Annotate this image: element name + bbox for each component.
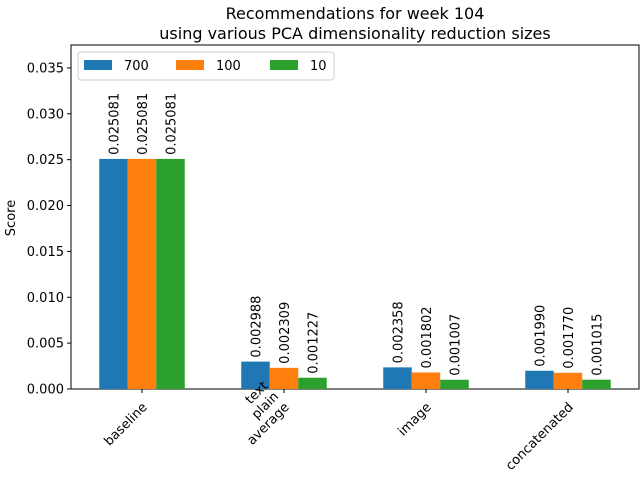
y-tick-label: 0.020 xyxy=(27,199,64,214)
legend-swatch-100 xyxy=(176,60,204,70)
y-tick-label: 0.025 xyxy=(27,153,64,168)
bar-10-2 xyxy=(440,379,469,389)
x-tick-label: baseline xyxy=(102,400,151,449)
bar-700-1 xyxy=(241,361,270,389)
bar-100-2 xyxy=(411,372,441,389)
x-tick-label: concatenated xyxy=(503,400,577,474)
chart-subtitle: using various PCA dimensionality reducti… xyxy=(159,24,550,43)
plot-frame xyxy=(70,44,640,390)
bar-10-3 xyxy=(582,379,611,389)
bar-100-0 xyxy=(127,158,157,389)
legend-box xyxy=(77,51,335,81)
data-label: 0.001015 xyxy=(591,314,606,376)
legend-swatch-10 xyxy=(270,60,298,70)
bar-100-1 xyxy=(269,367,299,389)
legend-label-100: 100 xyxy=(216,59,241,74)
data-label: 0.025081 xyxy=(108,93,123,155)
data-label: 0.001007 xyxy=(449,314,464,376)
bar-700-3 xyxy=(525,370,554,389)
bar-700-0 xyxy=(99,158,128,389)
data-label: 0.025081 xyxy=(165,93,180,155)
bar-10-1 xyxy=(298,377,327,389)
data-label: 0.002358 xyxy=(392,301,407,363)
y-tick-label: 0.030 xyxy=(27,107,64,122)
chart-title: Recommendations for week 104 xyxy=(226,4,485,23)
y-tick-label: 0.010 xyxy=(27,291,64,306)
legend-label-10: 10 xyxy=(310,59,327,74)
y-tick-label: 0.015 xyxy=(27,245,64,260)
x-tick-label: image xyxy=(395,400,434,439)
data-label: 0.002309 xyxy=(278,302,293,364)
bar-700-2 xyxy=(383,367,412,389)
data-label: 0.001770 xyxy=(562,307,577,369)
data-label: 0.001802 xyxy=(420,306,435,368)
data-label: 0.002988 xyxy=(250,296,265,358)
y-tick-label: 0.035 xyxy=(27,61,64,76)
data-label: 0.001227 xyxy=(307,312,322,374)
plot-area: 0.000 0.005 0.010 0.015 0.020 0.025 0.030 0.035… xyxy=(27,44,640,474)
legend: 700 100 10 xyxy=(77,51,335,81)
data-label: 0.001990 xyxy=(534,305,549,367)
bar-100-3 xyxy=(553,372,583,389)
data-label: 0.025081 xyxy=(136,93,151,155)
y-tick-label: 0.000 xyxy=(27,383,64,398)
y-tick-label: 0.005 xyxy=(27,337,64,352)
legend-label-700: 700 xyxy=(124,59,149,74)
y-axis-label: Score xyxy=(4,200,19,236)
legend-swatch-700 xyxy=(84,60,112,70)
bar-10-0 xyxy=(156,158,185,389)
